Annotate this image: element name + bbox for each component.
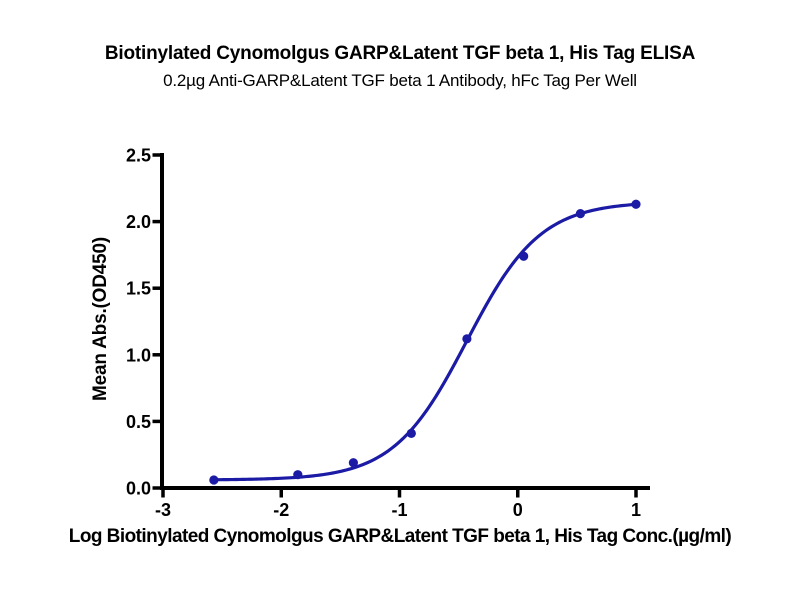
- chart-subtitle: 0.2µg Anti-GARP&Latent TGF beta 1 Antibo…: [163, 71, 637, 90]
- data-point: [209, 475, 219, 485]
- data-point: [406, 428, 416, 438]
- x-tick-label: -2: [273, 500, 289, 520]
- data-point: [575, 209, 586, 219]
- data-point: [631, 199, 641, 209]
- y-tick-label: 1.5: [126, 279, 151, 299]
- x-tick-label: 1: [631, 500, 641, 520]
- fit-curve: [212, 202, 637, 482]
- y-tick-label: 0.0: [126, 479, 151, 499]
- data-point: [293, 470, 303, 480]
- data-point: [462, 334, 472, 344]
- chart-title: Biotinylated Cynomolgus GARP&Latent TGF …: [104, 43, 696, 64]
- x-axis-label: Log Biotinylated Cynomolgus GARP&Latent …: [68, 526, 732, 547]
- data-point: [348, 458, 358, 468]
- x-tick-label: -1: [391, 500, 407, 520]
- y-tick-label: 0.5: [126, 412, 151, 432]
- x-tick-label: 0: [513, 500, 523, 520]
- data-point: [519, 251, 529, 261]
- y-tick-label: 2.0: [126, 212, 151, 232]
- y-tick-label: 1.0: [126, 345, 151, 365]
- x-tick-label: -3: [155, 500, 171, 520]
- y-tick-label: 2.5: [126, 146, 151, 166]
